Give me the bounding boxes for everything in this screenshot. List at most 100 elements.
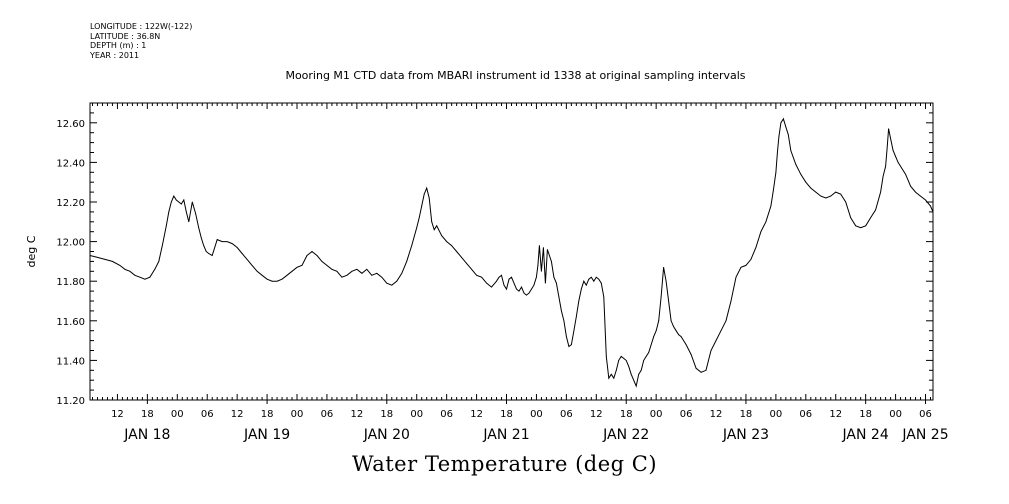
data-points <box>89 118 934 387</box>
data-point <box>361 272 363 274</box>
data-point <box>735 276 737 278</box>
data-point <box>708 360 709 361</box>
x-day-label: JAN 22 <box>602 427 649 443</box>
data-point <box>680 336 682 338</box>
data-point <box>441 235 443 237</box>
data-point <box>513 282 515 284</box>
data-point <box>710 350 712 351</box>
data-point <box>658 320 660 322</box>
data-point <box>129 270 131 272</box>
y-tick-label: 12.20 <box>56 198 85 209</box>
data-point <box>580 288 582 290</box>
data-point <box>555 282 557 284</box>
data-point <box>89 255 91 256</box>
data-point <box>236 247 238 248</box>
data-point <box>840 193 842 195</box>
data-point <box>925 199 926 201</box>
data-point <box>720 330 722 332</box>
data-point <box>545 282 546 284</box>
y-tick-label: 11.40 <box>56 356 85 367</box>
x-hour-label: 12 <box>590 409 603 420</box>
data-point <box>371 274 373 276</box>
y-axis-label: deg C <box>25 235 38 267</box>
data-point <box>668 300 670 302</box>
data-point <box>790 150 792 151</box>
data-point <box>178 201 180 203</box>
x-hour-label: 06 <box>799 409 812 420</box>
data-point <box>326 264 328 266</box>
x-hour-label: 06 <box>440 409 453 420</box>
data-point <box>276 280 278 282</box>
data-point <box>603 296 605 298</box>
data-point <box>678 334 680 336</box>
data-point <box>211 255 213 256</box>
data-point <box>905 173 906 175</box>
data-point <box>168 211 170 213</box>
data-point <box>588 278 590 280</box>
data-point <box>531 288 532 290</box>
data-point <box>165 225 167 227</box>
data-point <box>740 266 742 268</box>
data-point <box>815 191 817 193</box>
data-point <box>553 276 555 278</box>
data-point <box>112 261 113 262</box>
x-day-label: JAN 24 <box>842 427 889 443</box>
year-label: YEAR : 2011 <box>90 50 140 60</box>
data-point <box>301 264 303 266</box>
data-point <box>605 356 607 357</box>
x-day-label: JAN 18 <box>123 427 170 443</box>
data-point <box>568 346 570 347</box>
data-point <box>560 310 562 312</box>
data-point <box>675 330 677 332</box>
data-point <box>306 255 308 256</box>
data-point <box>583 280 585 282</box>
data-point <box>895 156 896 157</box>
data-point <box>590 276 592 278</box>
data-point <box>533 284 535 286</box>
data-point <box>835 191 837 193</box>
data-point <box>321 261 323 262</box>
data-point <box>433 229 435 231</box>
data-point <box>416 227 418 229</box>
data-point <box>501 274 502 276</box>
data-point <box>246 259 248 260</box>
x-hour-label: 00 <box>410 409 423 420</box>
data-point <box>547 249 548 250</box>
x-hour-label: 18 <box>380 409 393 420</box>
x-hour-label: 12 <box>470 409 483 420</box>
data-point <box>124 268 126 270</box>
data-point <box>725 320 727 322</box>
x-hour-label: 06 <box>560 409 573 420</box>
data-point <box>645 356 647 357</box>
tick-marks <box>90 102 933 404</box>
data-point <box>618 360 620 361</box>
data-point <box>216 239 218 241</box>
data-point <box>195 213 197 215</box>
x-day-label: JAN 25 <box>901 427 948 443</box>
data-point <box>593 280 595 282</box>
data-point <box>411 245 413 246</box>
x-hour-label: 06 <box>201 409 214 420</box>
data-point <box>800 173 802 175</box>
data-point <box>795 163 797 165</box>
data-point <box>570 344 572 345</box>
data-point <box>104 259 106 260</box>
data-point <box>286 274 288 276</box>
data-point <box>900 165 901 167</box>
data-point <box>595 276 597 278</box>
data-point <box>316 255 318 256</box>
x-day-label: JAN 19 <box>243 427 290 443</box>
data-point <box>134 274 136 276</box>
data-point <box>730 300 732 302</box>
series-line <box>89 117 934 388</box>
data-point <box>356 268 358 270</box>
data-point <box>630 373 632 375</box>
x-hour-label: 00 <box>770 409 783 420</box>
data-point <box>221 241 223 243</box>
x-hour-label: 18 <box>620 409 633 420</box>
data-point <box>608 377 610 379</box>
data-point <box>575 316 577 318</box>
data-point <box>635 385 637 387</box>
data-point <box>523 292 525 294</box>
data-point <box>351 270 353 272</box>
